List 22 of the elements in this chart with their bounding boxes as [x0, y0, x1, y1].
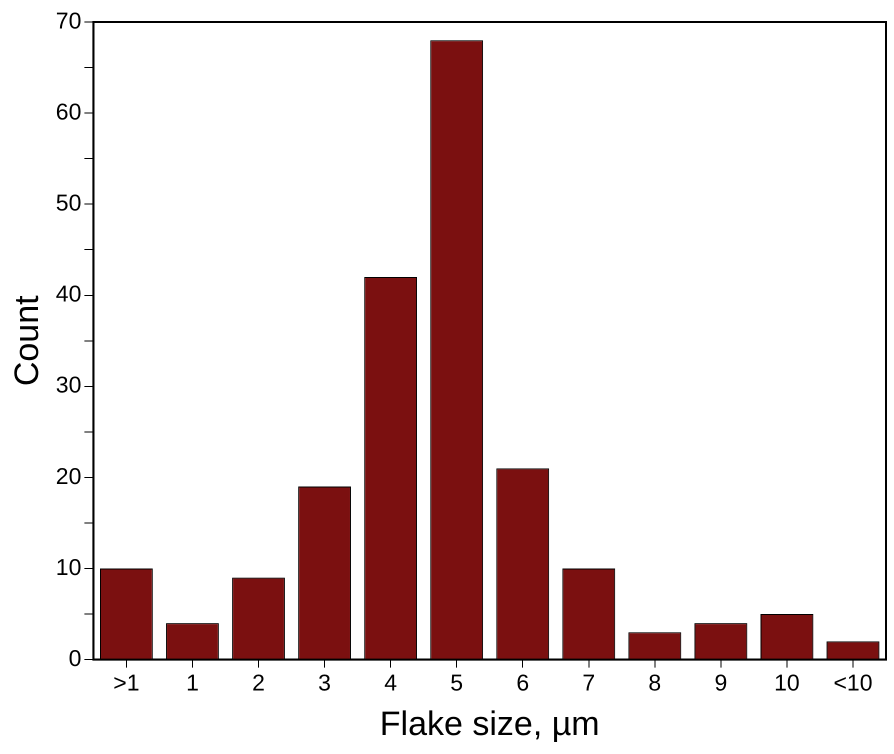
y-tick-label: 40	[56, 280, 82, 307]
x-tick-label: >1	[113, 670, 140, 696]
x-tick-label: 4	[384, 670, 398, 696]
y-tick-label: 50	[56, 190, 82, 216]
x-tick-label: 2	[252, 670, 265, 696]
y-tick-label: 30	[56, 372, 82, 398]
x-tick-label: 5	[450, 670, 464, 696]
x-tick-label: 8	[648, 670, 662, 696]
x-axis-title: Flake size, µm	[380, 704, 600, 743]
x-tick-label: 3	[318, 670, 331, 696]
y-axis-title: Count	[8, 294, 46, 386]
y-tick-label: 10	[56, 554, 82, 580]
x-tick-label: <10	[833, 670, 872, 696]
y-tick-label: 20	[56, 462, 82, 489]
x-tick-label: 1	[186, 670, 199, 696]
x-tick-label: 9	[714, 670, 728, 696]
y-tick-label: 0	[68, 644, 82, 671]
y-tick-label: 60	[56, 98, 82, 124]
x-tick-label: 10	[774, 670, 800, 696]
x-tick-label: 7	[582, 670, 596, 696]
x-tick-label: 6	[516, 670, 530, 696]
y-tick-label: 70	[56, 7, 82, 34]
